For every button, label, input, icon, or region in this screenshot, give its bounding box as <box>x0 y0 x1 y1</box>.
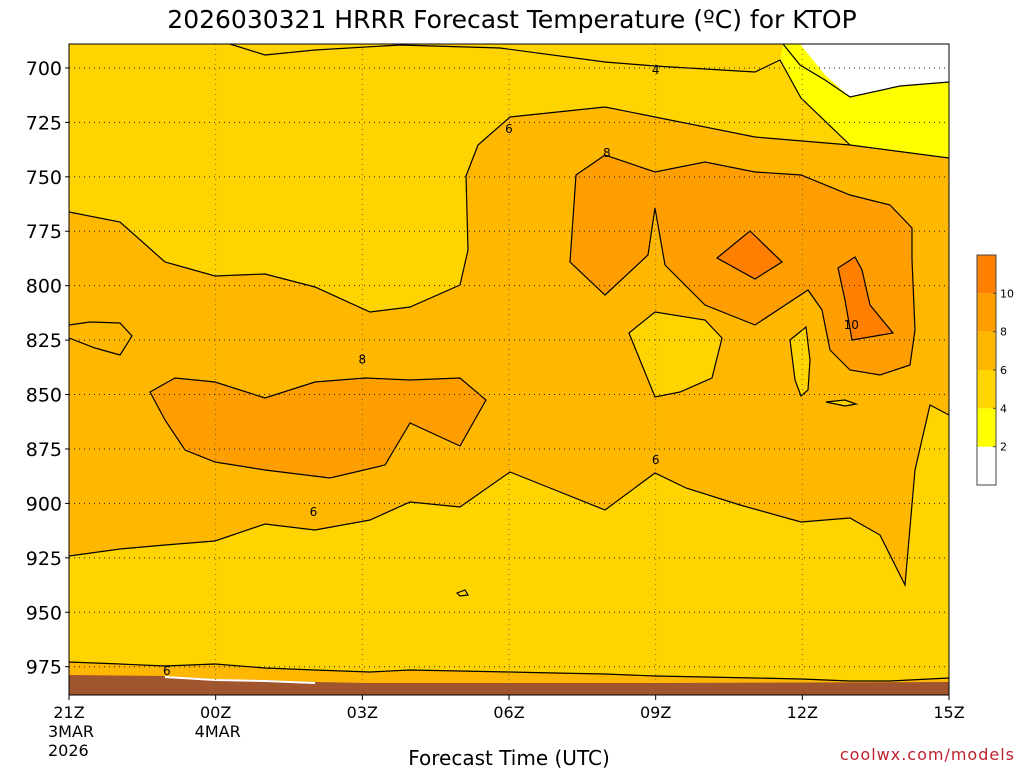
y-tick-label-800: 800 <box>26 276 62 298</box>
colorbar-bin-4-6 <box>977 370 996 409</box>
contour-label-4: 6 <box>652 453 660 467</box>
site-credit: coolwx.com/models <box>840 745 1015 764</box>
band-0-2-top-right <box>800 44 949 97</box>
colorbar-label-2: 2 <box>1000 441 1007 454</box>
colorbar-bin-0-2 <box>977 446 996 485</box>
x-tick-date-21Z: 3MAR <box>48 722 94 741</box>
colorbar-label-4: 4 <box>1000 402 1007 415</box>
contour-lines <box>69 44 949 682</box>
contour-label-1: 6 <box>505 122 513 136</box>
colorbar-bin-10-12 <box>977 255 996 294</box>
y-tick-label-725: 725 <box>26 112 62 134</box>
x-tick-label-03Z: 03Z <box>347 703 378 722</box>
y-tick-label-850: 850 <box>26 385 62 407</box>
band-10-12-core-1 <box>717 231 782 279</box>
ground-highlight <box>164 676 316 684</box>
x-tick-date-00Z: 4MAR <box>195 722 241 741</box>
x-tick-label-21Z: 21Z <box>53 703 84 722</box>
band-8-10-left <box>150 378 486 478</box>
y-tick-label-875: 875 <box>26 439 62 461</box>
x-tick-label-12Z: 12Z <box>787 703 818 722</box>
chart-title: 2026030321 HRRR Forecast Temperature (ºC… <box>167 5 856 34</box>
y-tick-label-825: 825 <box>26 330 62 352</box>
y-tick-label-750: 750 <box>26 167 62 189</box>
band-10-12-core-2 <box>838 257 893 340</box>
band-4-6-island <box>629 312 722 397</box>
y-tick-label-950: 950 <box>26 602 62 624</box>
x-tick-label-09Z: 09Z <box>640 703 671 722</box>
y-tick-label-975: 975 <box>26 657 62 679</box>
contour-label-0: 4 <box>652 63 660 77</box>
x-tick-label-15Z: 15Z <box>933 703 964 722</box>
contour-label-2: 8 <box>603 146 611 160</box>
contour-label-3: 8 <box>359 353 367 367</box>
y-tick-label-700: 700 <box>26 58 62 80</box>
plot-area: 4 6 8 8 6 6 10 6 <box>69 44 949 695</box>
x-axis-title: Forecast Time (UTC) <box>408 746 610 768</box>
colorbar-bin-2-4 <box>977 408 996 447</box>
vertical-grid <box>215 44 803 695</box>
colorbar-label-6: 6 <box>1000 364 1007 377</box>
contour-labels: 4 6 8 8 6 6 10 6 <box>163 63 859 678</box>
y-axis: 700 725 750 775 800 825 850 875 900 925 950 975 <box>26 58 69 679</box>
colorbar-label-8: 8 <box>1000 326 1007 339</box>
y-tick-label-775: 775 <box>26 221 62 243</box>
x-tick-label-00Z: 00Z <box>200 703 231 722</box>
x-tick-year-21Z: 2026 <box>48 741 89 760</box>
x-tick-label-06Z: 06Z <box>493 703 524 722</box>
contour-label-5: 6 <box>310 505 318 519</box>
colorbar-bin-8-10 <box>977 293 996 332</box>
colorbar-bin-6-8 <box>977 331 996 370</box>
y-tick-label-900: 900 <box>26 493 62 515</box>
band-6-8-left-blob <box>69 322 132 355</box>
contour-label-7: 6 <box>163 664 171 678</box>
colorbar-label-10: 10 <box>1000 287 1014 300</box>
colorbar: 2 4 6 8 10 <box>976 254 1014 486</box>
y-tick-label-925: 925 <box>26 548 62 570</box>
contour-label-6: 10 <box>844 318 859 332</box>
